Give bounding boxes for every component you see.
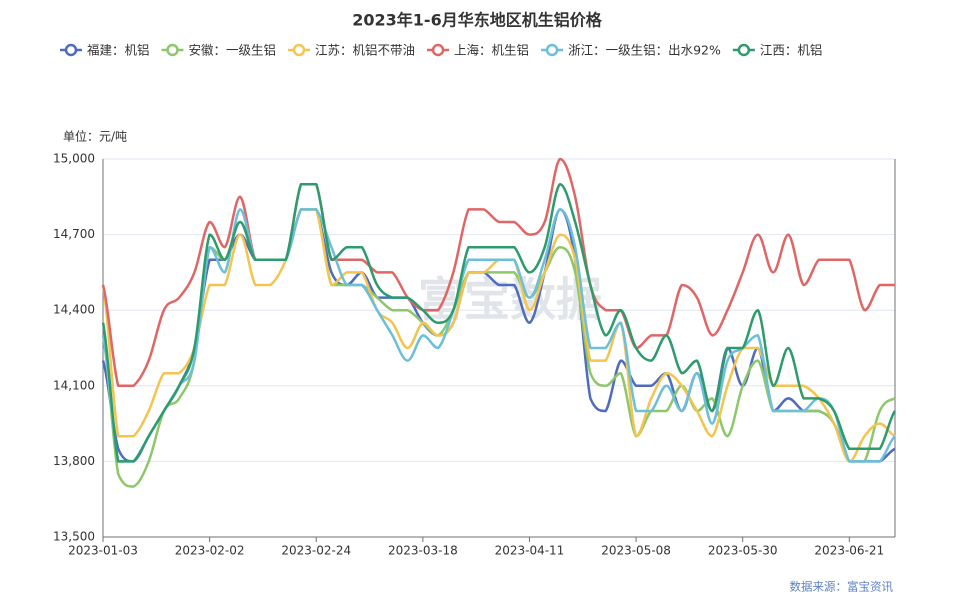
legend-item: 江苏：机铝不带油 [288,43,415,58]
series-line [101,157,895,388]
x-tick-label: 2023-02-02 [175,544,245,558]
legend-item: 江西：机铝 [732,43,823,58]
legend-label: 安徽：一级生铝 [189,43,277,58]
chart-title: 2023年1-6月华东地区机生铝价格 [352,11,602,30]
legend-label: 福建：机铝 [87,43,150,58]
legend-label: 浙江：一级生铝：出水92% [568,43,721,58]
y-tick-label: 13,800 [53,454,95,468]
y-tick-label: 14,400 [53,303,95,317]
legend-marker [166,43,179,57]
legend-marker [64,43,78,57]
legend-marker [292,43,306,57]
x-tick-label: 2023-01-03 [68,544,138,558]
source: 数据来源：富宝资讯 [790,580,894,594]
y-tick-label: 13,500 [53,530,95,544]
x-tick-label: 2023-04-11 [495,544,565,558]
x-tick-label: 2023-05-30 [708,544,778,558]
legend-label: 上海：机生铝 [454,43,529,58]
x-tick-label: 2023-02-24 [281,544,351,558]
y-tick-label: 15,000 [53,152,95,166]
y-tick-label: 14,700 [53,227,95,241]
x-tick-label: 2023-03-18 [388,544,458,558]
x-tick-label: 2023-06-21 [814,544,884,558]
series-line [101,208,896,463]
legend-marker [431,43,445,57]
legend-label: 江西：机铝 [760,43,823,58]
legend-marker [737,43,751,57]
legend-item: 安徽：一级生铝 [161,43,277,58]
legend-item: 浙江：一级生铝：出水92% [541,43,721,58]
y-tick-label: 14,100 [53,378,95,392]
legend-marker [545,43,559,57]
legend-item: 上海：机生铝 [427,43,529,58]
x-tick-label: 2023-05-08 [601,544,671,558]
y-unit: 单位：元/吨 [63,129,127,144]
legend-item: 福建：机铝 [60,43,150,58]
series-line [101,208,896,488]
legend-label: 江苏：机铝不带油 [315,43,415,58]
series-line [101,182,897,463]
watermark: 富宝数据 [418,273,602,327]
